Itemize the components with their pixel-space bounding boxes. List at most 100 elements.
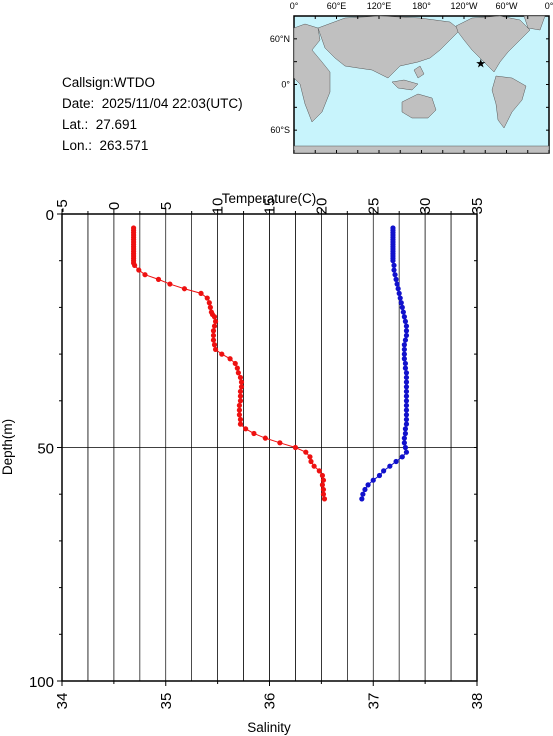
salinity-point xyxy=(401,435,407,441)
salinity-point xyxy=(403,412,410,418)
depth-axis-title: Depth(m) xyxy=(0,419,15,475)
salinity-point xyxy=(403,388,410,395)
map-lat-label: 0° xyxy=(281,80,290,90)
salinity-point xyxy=(403,416,410,423)
temperature-point xyxy=(319,482,326,488)
chart-grid xyxy=(62,214,477,681)
temperature-axis: -5 0 5 10 15 20 25 30 35 xyxy=(54,198,486,215)
temperature-point xyxy=(219,351,225,357)
temperature-tick-label: 30 xyxy=(417,198,434,215)
map-lon-label: 0° xyxy=(290,1,299,11)
temperature-tick-label: -5 xyxy=(54,199,71,212)
salinity-point xyxy=(401,314,407,320)
temperature-tick-label: 5 xyxy=(158,202,175,210)
temperature-point xyxy=(181,286,188,292)
temperature-point xyxy=(243,426,249,432)
temperature-point xyxy=(236,407,243,413)
salinity-point xyxy=(397,295,403,301)
temperature-tick-label: 10 xyxy=(210,198,227,215)
salinity-tick-label: 36 xyxy=(262,693,279,710)
temperature-point xyxy=(311,463,317,469)
temperature-point xyxy=(319,472,326,479)
map-lat-labels: 60°N 0° 60°S xyxy=(270,34,291,135)
station-info: Callsign:WTDO Date: 2025/11/04 22:03(UTC… xyxy=(62,72,243,156)
salinity-point xyxy=(365,482,371,488)
salinity-point xyxy=(402,426,409,432)
salinity-tick-label: 38 xyxy=(469,693,486,710)
latitude-text: Lat.: 27.691 xyxy=(62,117,138,132)
temperature-point xyxy=(210,328,217,334)
temperature-point xyxy=(155,276,162,282)
temperature-point xyxy=(232,360,238,367)
salinity-point xyxy=(393,458,399,465)
depth-tick-label: 50 xyxy=(37,441,54,458)
temperature-point xyxy=(238,384,245,390)
longitude-text: Lon.: 263.571 xyxy=(62,138,149,153)
temperature-point xyxy=(236,402,243,409)
salinity-point xyxy=(403,384,410,390)
map-lon-label: 0° xyxy=(545,1,553,11)
depth-tick-label: 0 xyxy=(46,207,54,224)
temperature-point xyxy=(210,332,217,339)
temperature-point xyxy=(132,262,138,268)
temperature-tick-label: 0 xyxy=(106,202,123,210)
salinity-point xyxy=(401,346,407,353)
temperature-point xyxy=(234,365,240,371)
salinity-point xyxy=(403,332,410,339)
salinity-point xyxy=(403,374,410,381)
map-lon-labels: 0° 60°E 120°E 180° 120°W 60°W 0° xyxy=(290,1,553,11)
map-lon-label: 180° xyxy=(412,1,431,11)
temperature-tick-label: 20 xyxy=(313,198,330,215)
salinity-point xyxy=(387,463,393,469)
temperature-point xyxy=(237,388,244,395)
temperature-point xyxy=(227,356,233,362)
world-map: 0° 60°E 120°E 180° 120°W 60°W 0° 60°N 0° 60°S ★ xyxy=(270,1,553,154)
station-marker-star-icon: ★ xyxy=(475,56,486,70)
salinity-point xyxy=(391,262,397,268)
salinity-point xyxy=(399,304,405,310)
map-lon-label: 60°W xyxy=(495,1,518,11)
salinity-point xyxy=(392,272,398,278)
temperature-point xyxy=(207,304,213,310)
map-lat-label: 60°S xyxy=(270,125,290,135)
salinity-point xyxy=(370,477,376,483)
salinity-point xyxy=(401,342,407,348)
salinity-tick-label: 37 xyxy=(365,693,382,710)
temperature-point xyxy=(211,342,218,348)
temperature-tick-label: 35 xyxy=(469,198,486,215)
temperature-point xyxy=(307,454,313,460)
map-land xyxy=(293,15,550,154)
salinity-point xyxy=(394,281,400,287)
salinity-axis: 34 35 36 37 38 xyxy=(54,681,486,709)
temperature-point xyxy=(211,314,218,320)
salinity-axis-title: Salinity xyxy=(247,720,291,735)
temperature-point xyxy=(237,393,244,399)
salinity-point xyxy=(399,454,405,460)
temperature-point xyxy=(320,486,327,493)
salinity-point xyxy=(402,444,409,451)
map-frame-ticks xyxy=(293,16,550,153)
callsign-text: Callsign:WTDO xyxy=(62,75,156,90)
salinity-point xyxy=(402,365,409,371)
map-lon-label: 120°W xyxy=(450,1,478,11)
salinity-point xyxy=(398,300,404,306)
salinity-point xyxy=(362,486,368,493)
salinity-point xyxy=(403,449,410,455)
salinity-point xyxy=(400,309,406,315)
temperature-point xyxy=(238,379,245,385)
salinity-point xyxy=(402,337,409,343)
salinity-point xyxy=(393,276,399,282)
salinity-tick-label: 34 xyxy=(54,693,71,710)
temperature-point xyxy=(212,346,219,353)
salinity-point xyxy=(402,318,409,325)
salinity-point xyxy=(403,421,410,427)
temperature-point xyxy=(167,281,173,287)
salinity-point xyxy=(403,328,410,334)
temperature-point xyxy=(292,444,299,451)
salinity-point xyxy=(403,370,410,376)
salinity-point xyxy=(395,286,401,292)
salinity-point xyxy=(403,407,410,413)
temperature-point xyxy=(142,272,148,278)
salinity-point xyxy=(376,472,383,479)
